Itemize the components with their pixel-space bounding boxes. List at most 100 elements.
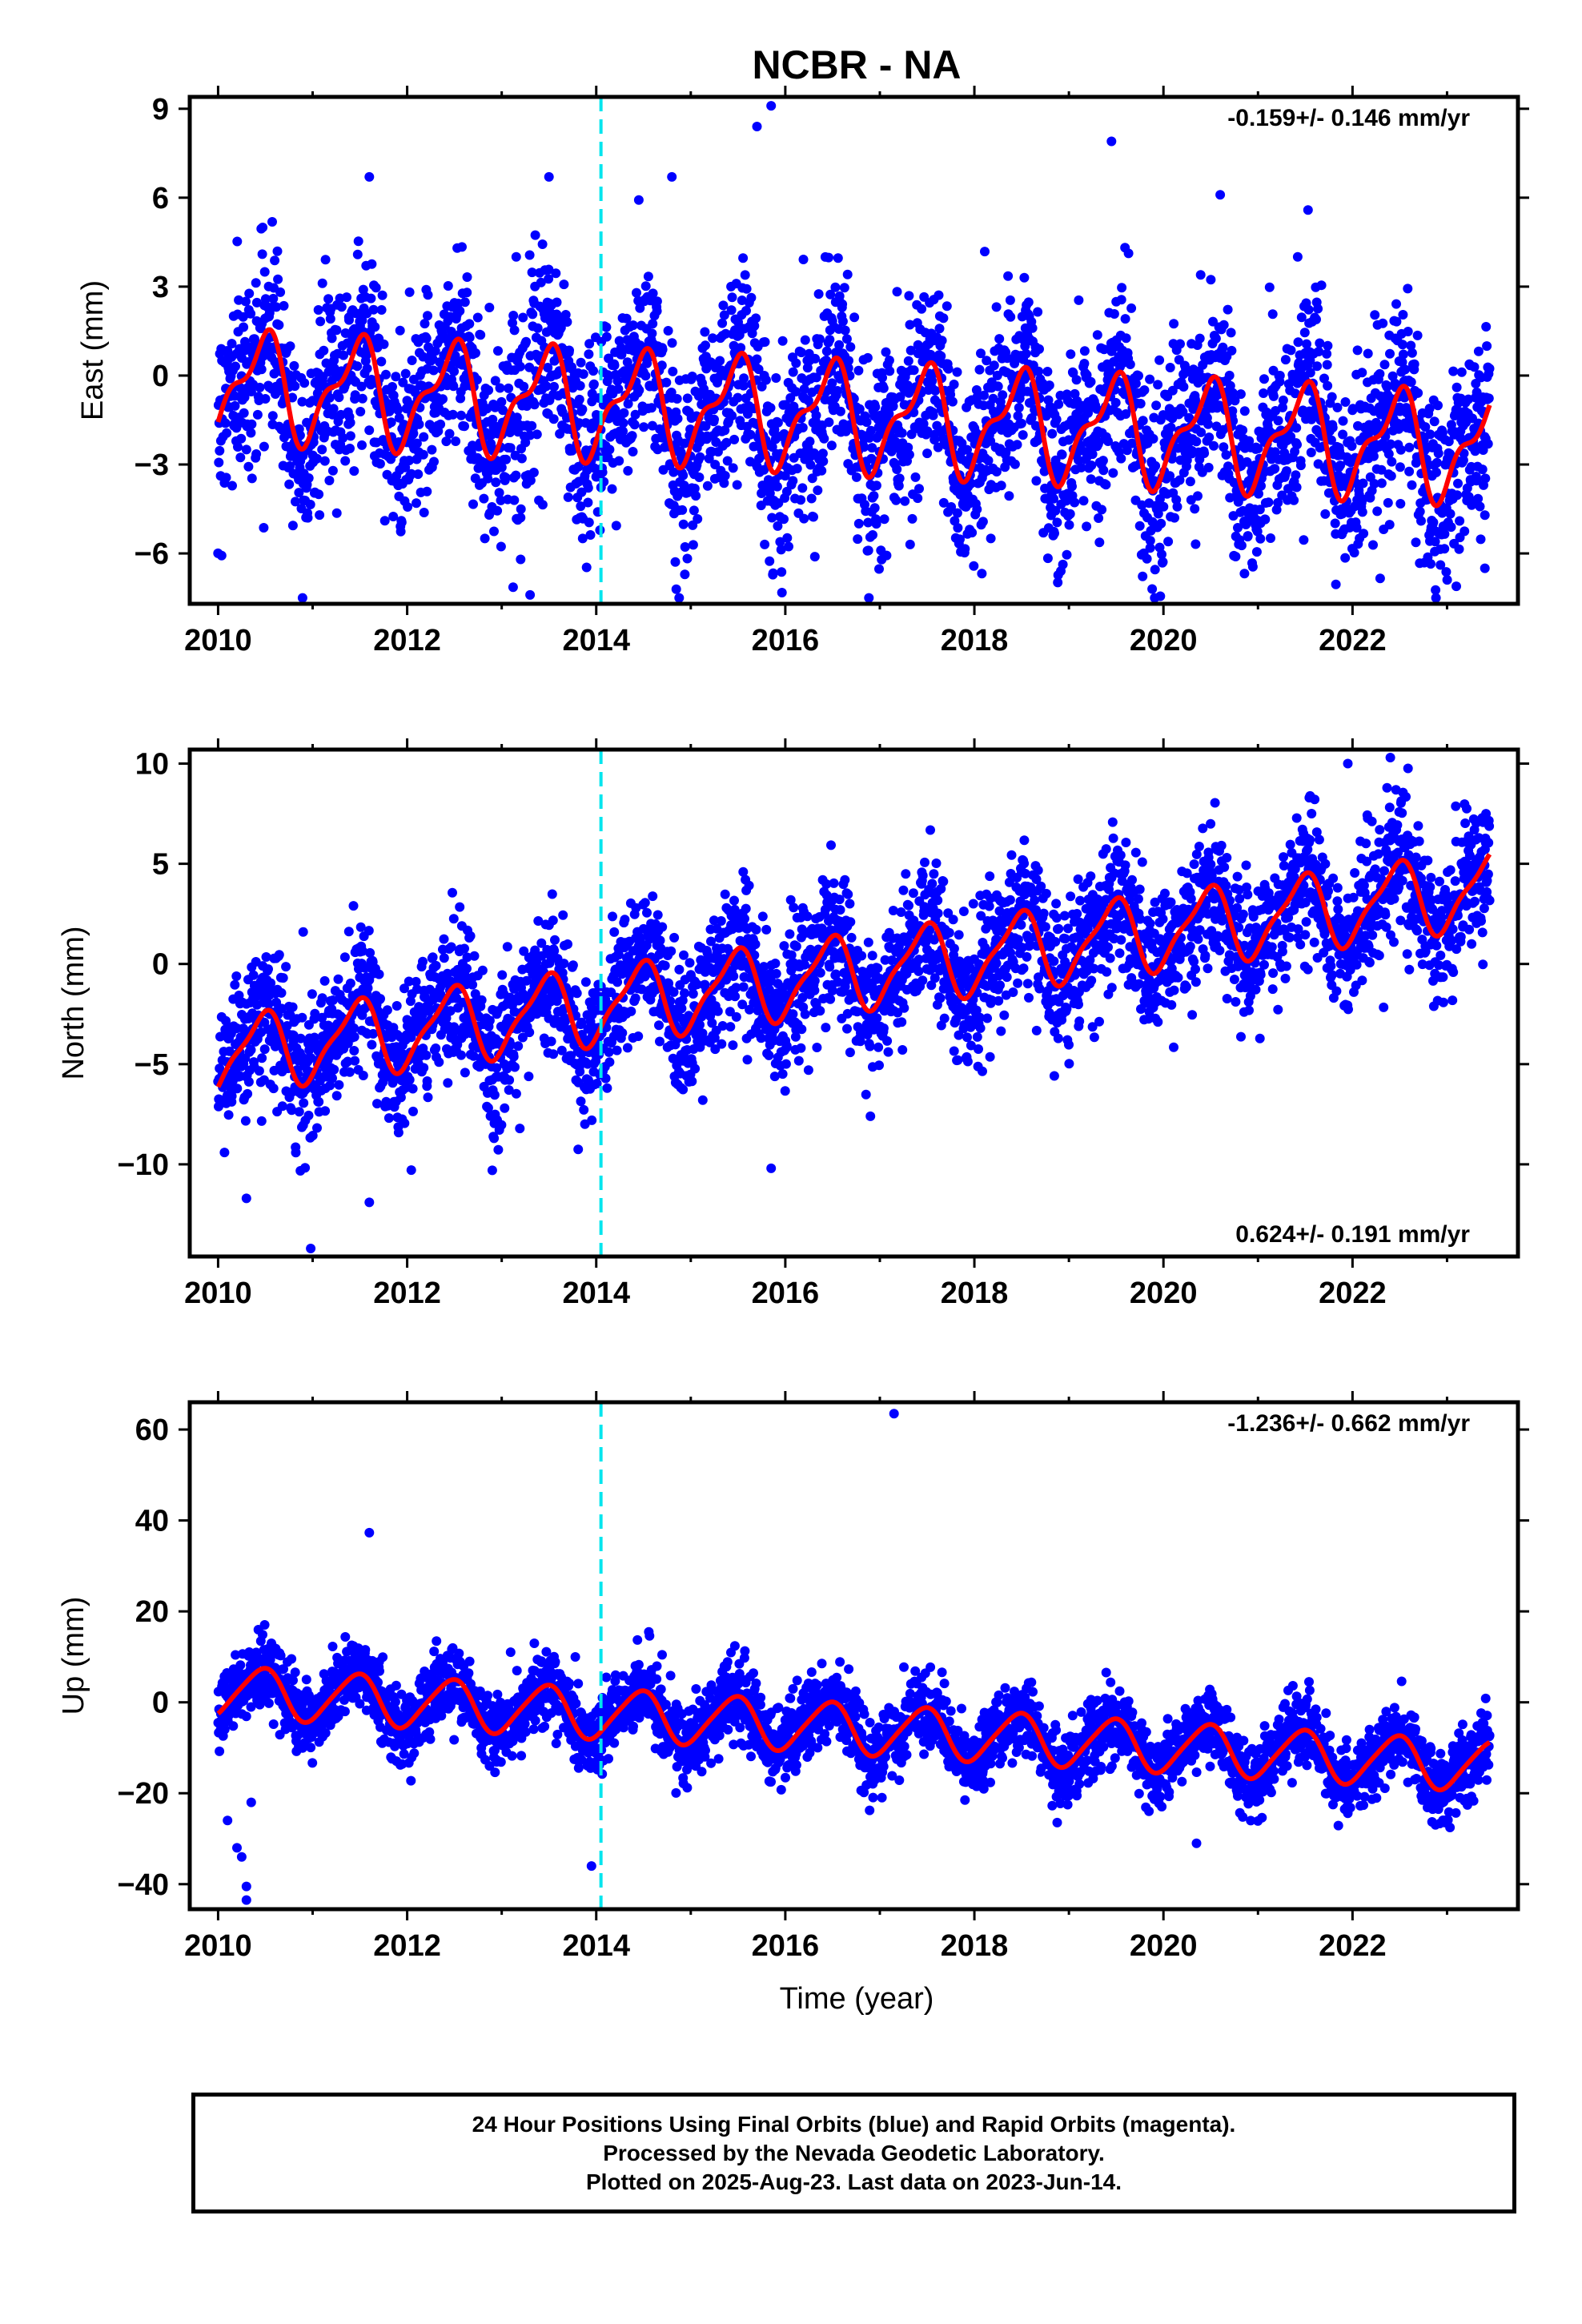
- data-point: [274, 320, 284, 330]
- data-point: [1292, 251, 1303, 262]
- data-point: [773, 417, 783, 428]
- data-point: [1267, 309, 1278, 320]
- data-point: [1204, 432, 1215, 443]
- data-point: [871, 519, 881, 529]
- data-point: [628, 320, 638, 331]
- data-point: [825, 335, 835, 345]
- data-point: [980, 247, 990, 257]
- data-point: [419, 432, 429, 442]
- data-point: [656, 360, 667, 371]
- data-point: [352, 249, 363, 259]
- y-tick-label: 3: [152, 271, 169, 304]
- data-point: [576, 501, 586, 512]
- data-point: [679, 950, 689, 960]
- data-points-east: [213, 101, 1495, 603]
- data-point: [572, 988, 582, 999]
- data-point: [274, 950, 284, 960]
- data-point: [581, 562, 592, 573]
- data-point: [840, 325, 850, 336]
- data-point: [1387, 456, 1397, 467]
- data-point: [910, 472, 921, 482]
- data-point: [1416, 516, 1426, 526]
- data-point: [270, 255, 280, 266]
- data-point: [246, 308, 256, 319]
- data-point: [239, 392, 250, 403]
- data-point: [376, 356, 387, 367]
- data-point: [230, 979, 240, 990]
- data-point: [243, 1088, 253, 1099]
- data-point: [1431, 467, 1441, 477]
- data-point: [621, 313, 632, 324]
- data-point: [299, 378, 310, 388]
- data-point: [796, 495, 806, 505]
- data-point: [609, 360, 620, 371]
- data-point: [922, 448, 933, 459]
- data-point: [765, 556, 775, 566]
- data-point-outlier: [1106, 136, 1117, 147]
- data-point: [363, 926, 374, 936]
- data-point: [284, 479, 295, 489]
- data-point: [1019, 272, 1030, 283]
- data-point: [892, 287, 902, 297]
- data-point: [290, 381, 300, 392]
- data-point: [777, 336, 788, 346]
- data-point: [1403, 327, 1413, 336]
- data-point: [768, 568, 778, 578]
- data-point: [500, 1103, 510, 1113]
- data-point: [993, 381, 1003, 392]
- data-point: [364, 425, 375, 436]
- data-point: [1411, 537, 1421, 548]
- data-point: [1397, 340, 1407, 350]
- data-point: [455, 902, 465, 912]
- data-point: [1067, 481, 1077, 492]
- data-point: [429, 456, 439, 467]
- data-point: [977, 569, 987, 579]
- data-point: [556, 1045, 567, 1055]
- y-axis-title-east: East (mm): [76, 280, 110, 420]
- data-point-outlier: [525, 589, 536, 600]
- data-point: [559, 959, 569, 969]
- data-point: [275, 287, 286, 297]
- data-point: [518, 312, 528, 323]
- data-point: [1340, 553, 1351, 563]
- data-point: [1293, 337, 1303, 348]
- data-point: [371, 283, 381, 293]
- data-point: [227, 480, 237, 491]
- data-point: [439, 934, 449, 944]
- data-point: [268, 1084, 279, 1094]
- data-point: [782, 533, 793, 543]
- x-tick-label: 2020: [1130, 624, 1198, 657]
- data-point: [942, 301, 952, 312]
- data-point: [1263, 497, 1274, 508]
- data-point: [348, 901, 359, 911]
- data-point: [439, 953, 449, 963]
- data-point: [1097, 505, 1107, 515]
- data-point: [500, 472, 511, 483]
- data-point: [1481, 322, 1492, 332]
- data-point: [1134, 371, 1143, 381]
- data-point: [1005, 295, 1015, 305]
- data-point: [431, 960, 441, 971]
- data-point: [313, 305, 323, 315]
- data-point: [1155, 591, 1166, 601]
- data-point: [368, 304, 379, 315]
- data-point: [663, 326, 673, 336]
- data-point: [319, 975, 330, 986]
- data-point: [323, 294, 334, 304]
- data-point: [611, 521, 621, 531]
- data-point: [986, 533, 996, 544]
- data-point: [291, 1148, 301, 1158]
- data-point: [251, 449, 262, 459]
- data-point: [1398, 349, 1408, 360]
- data-point: [1255, 533, 1266, 544]
- data-point: [752, 354, 762, 364]
- data-point: [1239, 406, 1250, 416]
- data-point: [952, 508, 962, 518]
- data-point: [765, 403, 776, 413]
- data-point: [1395, 462, 1405, 472]
- data-point: [655, 1036, 665, 1047]
- data-point: [1386, 471, 1396, 481]
- data-point: [617, 1027, 628, 1038]
- data-point: [833, 386, 842, 396]
- data-point: [285, 461, 295, 471]
